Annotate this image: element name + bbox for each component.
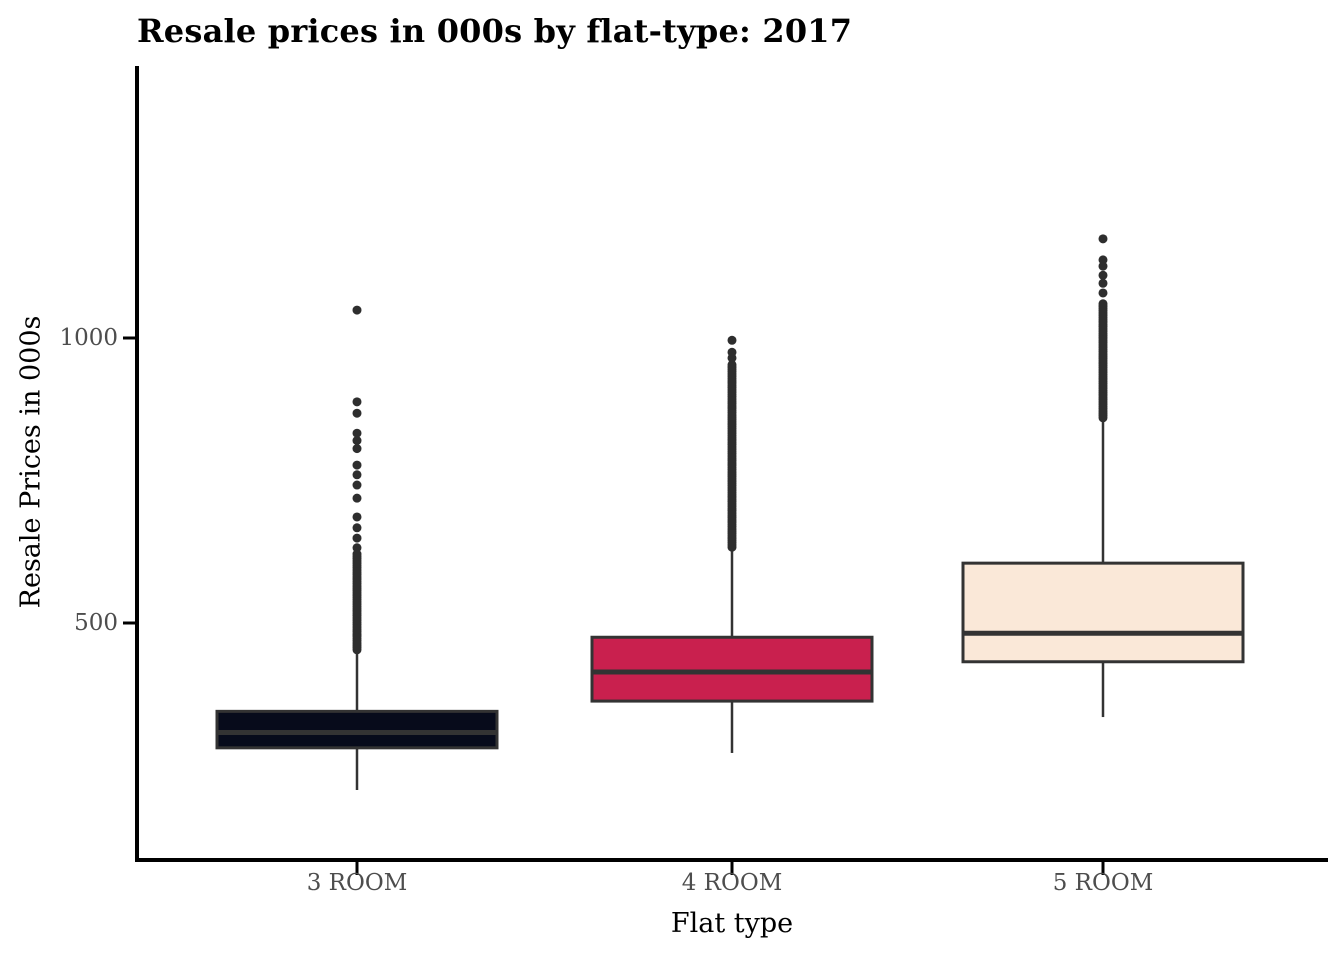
box-group-3-room [215, 305, 499, 791]
outlier-point [352, 305, 362, 315]
outlier-point [352, 397, 362, 407]
outlier-point [352, 512, 362, 522]
outlier-point [1098, 288, 1108, 298]
y-tick-label-1000: 1000 [59, 325, 118, 351]
outlier-point [1098, 261, 1108, 271]
box-group-5-room [961, 234, 1245, 718]
outlier-point [727, 347, 737, 357]
outlier-point [1098, 255, 1108, 265]
outlier-point [352, 533, 362, 543]
outlier-point [1098, 299, 1108, 309]
y-tick-label-500: 500 [74, 610, 118, 636]
outlier-point [352, 523, 362, 533]
outlier-point [352, 470, 362, 480]
y-axis-title: Resale Prices in 000s [15, 315, 47, 609]
outlier-point [352, 444, 362, 454]
outlier-point [352, 493, 362, 503]
iqr-box [961, 561, 1245, 664]
outlier-point [352, 549, 362, 559]
outlier-point [352, 543, 362, 553]
x-tick-label-4-room: 4 ROOM [681, 870, 783, 896]
chart-title: Resale prices in 000s by flat-type: 2017 [137, 12, 853, 50]
outlier-point [352, 480, 362, 490]
x-axis-title: Flat type [670, 908, 794, 939]
box-group-4-room [590, 335, 874, 753]
outlier-point [727, 335, 737, 345]
iqr-box [590, 635, 874, 703]
outlier-point [352, 436, 362, 446]
outlier-point [727, 360, 737, 370]
outlier-point [1098, 270, 1108, 280]
iqr-box [215, 709, 499, 750]
x-tick-label-3-room: 3 ROOM [306, 870, 408, 896]
outlier-point [352, 408, 362, 418]
x-tick-label-5-room: 5 ROOM [1052, 870, 1154, 896]
outlier-point [352, 428, 362, 438]
outlier-point [352, 460, 362, 470]
outlier-point [1098, 278, 1108, 288]
outlier-point [1098, 234, 1108, 244]
